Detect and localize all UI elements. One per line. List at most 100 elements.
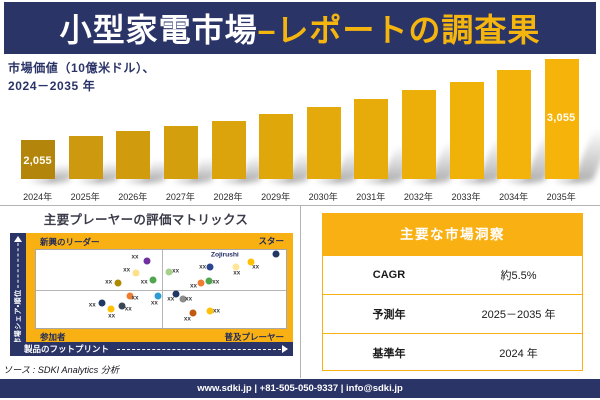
market-value-bar-chart: 市場価値（10億米ドル）、 2024－2035 年 2024年 2025年 2026…: [0, 54, 600, 205]
bar-fill: [449, 81, 484, 179]
quadrant-label-bottom-left: 参加者: [40, 331, 66, 342]
bar-2027年: [163, 126, 224, 187]
bar-fill: [211, 120, 246, 179]
bar-fill: [306, 106, 341, 179]
quadrant-divider-vertical: [161, 250, 163, 328]
scatter-point-label: xx: [131, 253, 139, 261]
scatter-point: [154, 292, 162, 300]
scatter-point: [126, 292, 134, 300]
insights-row-予測年: 予測年 2025－2035 年: [323, 294, 582, 333]
matrix-x-axis: 製品のフットプリント: [10, 342, 293, 356]
zojirushi-label: Zojirushi: [210, 251, 239, 258]
x-tick-label: 2034年: [499, 191, 529, 202]
x-tick-label: 2026年: [118, 191, 148, 202]
scatter-point-label: xx: [131, 294, 139, 302]
bar-fill: [68, 136, 103, 179]
scatter-point-label: xx: [105, 278, 113, 286]
insights-row-value: 2024 年: [499, 348, 538, 360]
scatter-point-label: xx: [212, 278, 220, 286]
scatter-point-label: xx: [140, 278, 148, 286]
scatter-point: [232, 263, 240, 271]
footer-contact-bar: www.sdki.jp | +81-505-050-9337 | info@sd…: [0, 379, 600, 398]
bar-2024年: [21, 140, 78, 187]
scatter-point-label: xx: [183, 315, 191, 323]
bar-fill: [21, 140, 56, 179]
scatter-point-zojirushi: [272, 250, 280, 258]
scatter-point-label: xx: [108, 312, 116, 320]
bar-2025年: [68, 136, 127, 187]
bar-2030年: [306, 106, 371, 187]
x-axis-arrow-icon: [282, 345, 288, 353]
x-axis-label: 製品のフットプリント: [24, 344, 110, 354]
quadrant-label-bottom-right: 普及プレーヤー: [224, 331, 284, 342]
quadrant-label-top-right: スター: [258, 236, 284, 246]
insights-row-label: CAGR: [372, 269, 406, 281]
y-axis-dashed-line: [17, 243, 19, 288]
scatter-point-label: xx: [189, 282, 198, 290]
x-tick-label: 2030年: [308, 191, 338, 202]
scatter-point-label: xx: [199, 263, 207, 271]
x-tick-label: 2028年: [213, 191, 243, 202]
x-tick-label: 2024年: [23, 191, 53, 202]
x-axis-dashed-line: [117, 349, 281, 350]
bar-fill: [163, 126, 198, 179]
scatter-point: [172, 290, 180, 298]
scatter-point: [107, 305, 115, 313]
page-title: 小型家電市場: [59, 12, 258, 48]
chart-title-line2: 2024－2035 年: [8, 78, 96, 93]
matrix-y-axis: 市場シェア・順位: [10, 233, 26, 345]
bar-fill: [116, 131, 151, 179]
scatter-point: [132, 269, 140, 277]
matrix-title: 主要プレーヤーの評価マトリックス: [43, 213, 249, 227]
scatter-point: [118, 302, 126, 310]
page-subtitle: –レポートの調査果: [257, 12, 541, 48]
x-tick-label: 2027年: [165, 191, 195, 202]
quadrant-label-top-left: 新興のリーダー: [40, 237, 100, 247]
x-tick-label: 2033年: [451, 191, 481, 202]
scatter-point: [197, 279, 205, 287]
scatter-point-label: xx: [233, 269, 241, 277]
quadrant-divider-horizontal: [35, 290, 286, 291]
x-tick-label: 2025年: [70, 191, 100, 202]
scatter-point: [143, 257, 150, 265]
insights-table-title: 主要な市場洞察: [323, 214, 582, 255]
insights-row-label: 予測年: [372, 309, 406, 321]
scatter-point-label: xx: [167, 295, 175, 303]
scatter-point-label: xx: [88, 301, 96, 309]
scatter-point-label: xx: [123, 266, 131, 274]
bar-2029年: [259, 114, 322, 187]
scatter-point-label: xx: [212, 307, 221, 315]
insights-row-value: 2025－2035 年: [481, 309, 556, 321]
bar-fill: [497, 70, 532, 179]
insights-row-基準年: 基準年 2024 年: [323, 333, 582, 372]
scatter-point: [206, 263, 214, 270]
x-tick-label: 2029年: [261, 191, 291, 202]
scatter-point-label: xx: [172, 267, 180, 275]
x-tick-label: 2032年: [403, 191, 433, 202]
scatter-point: [98, 299, 105, 306]
footer-text: www.sdki.jp | +81-505-050-9337 | info@sd…: [197, 383, 403, 394]
bar-2035年: [544, 58, 600, 187]
y-axis-label: 市場シェア・順位: [14, 289, 22, 345]
bar-fill: [259, 114, 294, 179]
chart-title: 市場価値（10億米ドル）、 2024－2035 年: [8, 60, 155, 95]
player-evaluation-matrix: 市場シェア・順位 新興のリーダー スター 参加者 普及プレーヤー xx xx xx x…: [10, 233, 293, 356]
header-banner: 小型家電市場 –レポートの調査果: [4, 2, 596, 54]
scatter-point: [205, 277, 213, 285]
scatter-point-label: xx: [185, 295, 193, 302]
first-bar-value-label: 2,055: [23, 155, 52, 167]
scatter-point-label: xx: [124, 305, 132, 313]
bar-fill: [354, 99, 389, 179]
scatter-point: [165, 268, 173, 276]
scatter-point: [114, 279, 122, 287]
vertical-divider: [300, 206, 301, 378]
scatter-point: [179, 295, 187, 303]
horizontal-divider: [0, 205, 600, 206]
insights-row-label: 基準年: [372, 348, 406, 360]
scatter-point-label: xx: [252, 263, 260, 271]
bar-2032年: [401, 90, 470, 187]
bar-fill: [544, 58, 579, 179]
last-bar-value-label: 3,055: [546, 112, 576, 124]
bar-2031年: [354, 99, 421, 187]
